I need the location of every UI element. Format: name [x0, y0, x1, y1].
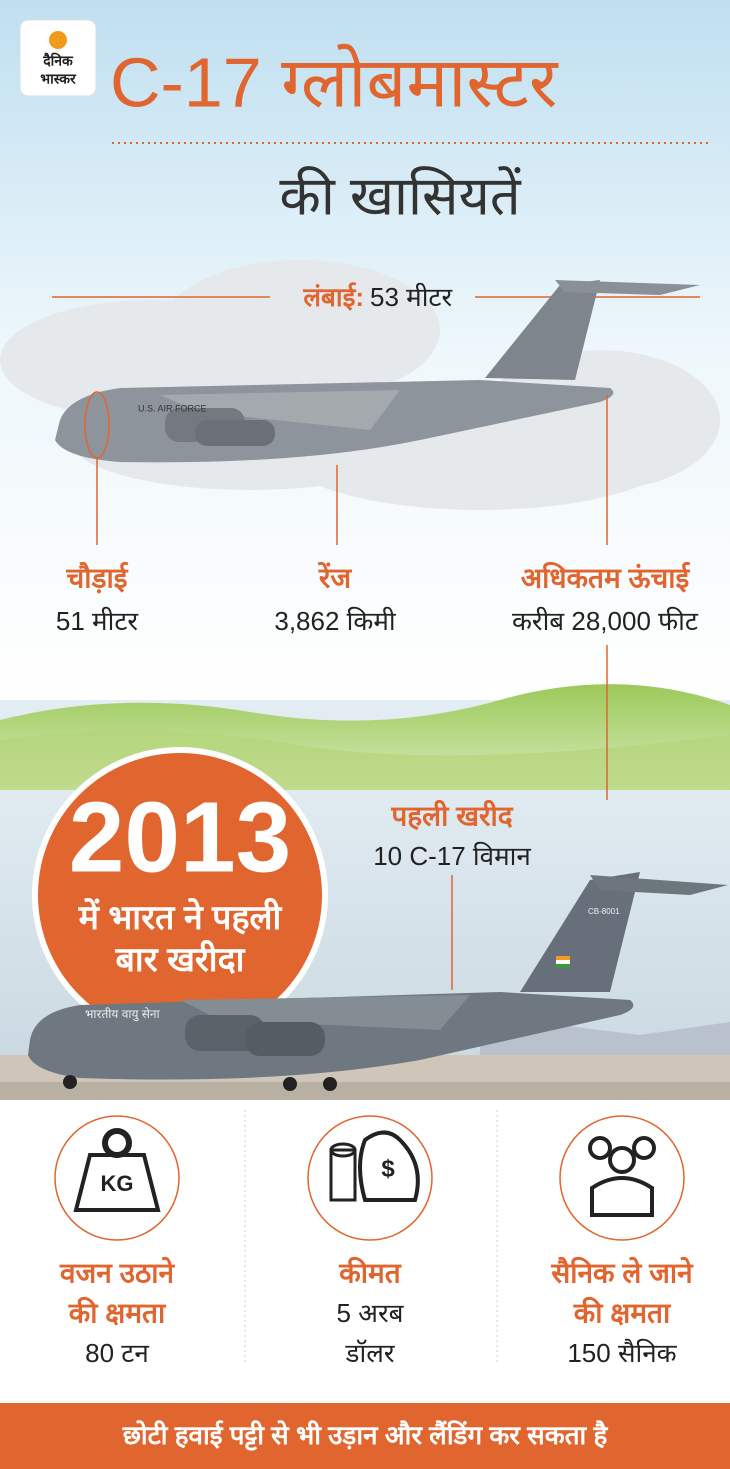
- logo-text: दैनिक: [42, 53, 74, 69]
- badge-year: 2013: [69, 781, 291, 893]
- purchase-value: 10 C-17 विमान: [373, 841, 531, 871]
- feature-label: की क्षमता: [573, 1296, 672, 1328]
- runway-edge: [0, 1082, 730, 1100]
- length-label: लंबाई:: [302, 282, 364, 312]
- badge-text: बार खरीदा: [115, 939, 246, 979]
- plane-marking: भारतीय वायु सेना: [85, 1007, 161, 1022]
- feature-value: 5 अरब: [336, 1298, 404, 1328]
- length-value: 53 मीटर: [370, 282, 454, 312]
- spec-label: रेंज: [317, 561, 352, 593]
- feature-label: वजन उठाने: [59, 1256, 176, 1288]
- logo-box: [19, 19, 97, 97]
- badge-text: में भारत ने पहली: [78, 897, 283, 937]
- spec-value: 51 मीटर: [56, 606, 140, 636]
- subtitle: की खासियतें: [279, 165, 521, 226]
- spec-label: चौड़ाई: [65, 561, 128, 593]
- purchase-label: पहली खरीद: [390, 799, 513, 831]
- icon-money: $: [307, 1115, 433, 1241]
- spec-value: करीब 28,000 फीट: [512, 606, 699, 636]
- icon-text: KG: [101, 1171, 134, 1196]
- features: वजन उठाने की क्षमता 80 टन कीमत 5 अरब डॉलर सैनि…: [59, 1256, 694, 1367]
- spec-label: अधिकतम ऊंचाई: [521, 561, 691, 593]
- logo-sun: [49, 31, 67, 49]
- feature-value: 150 सैनिक: [567, 1338, 677, 1368]
- footer-text: छोटी हवाई पट्टी से भी उड़ान और लैंडिंग क…: [122, 1420, 609, 1451]
- feature-label: सैनिक ले जाने: [550, 1256, 694, 1288]
- plane-marking: CB-8001: [588, 907, 620, 916]
- plane-marking: U.S. AIR FORCE: [138, 403, 207, 413]
- spec-value: 3,862 किमी: [274, 606, 397, 636]
- feature-value: 80 टन: [85, 1338, 149, 1368]
- logo-text: भास्कर: [40, 71, 77, 87]
- feature-label: की क्षमता: [68, 1296, 167, 1328]
- icon-weight: KG: [54, 1115, 180, 1241]
- icon-soldiers: [559, 1115, 685, 1241]
- icon-text: $: [381, 1155, 395, 1182]
- plane-usaf: U.S. AIR FORCE: [55, 280, 700, 463]
- feature-label: कीमत: [338, 1256, 402, 1288]
- plane-iaf: भारतीय वायु सेना CB-8001: [28, 872, 728, 1091]
- footer-bar: [0, 1403, 730, 1469]
- title: C-17 ग्लोबमास्टर: [110, 43, 559, 121]
- specs: चौड़ाई 51 मीटर रेंज 3,862 किमी अधिकतम ऊंचाई क…: [56, 561, 699, 635]
- feature-value: डॉलर: [345, 1338, 396, 1368]
